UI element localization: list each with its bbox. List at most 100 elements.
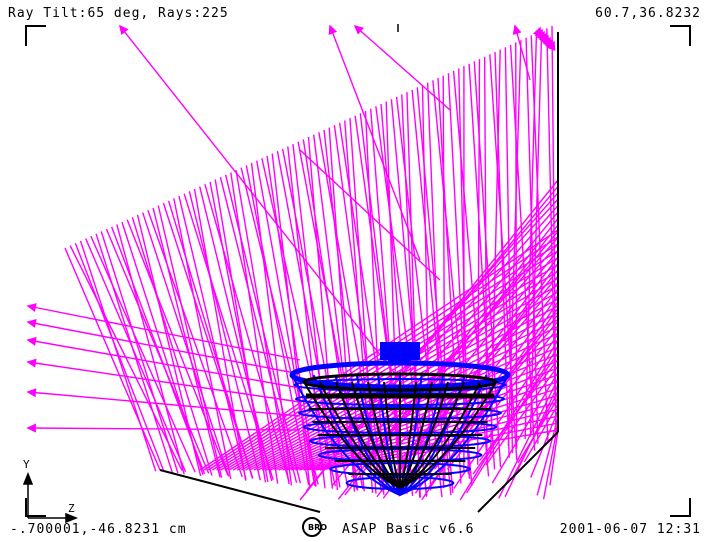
reflector-inner-rib (399, 381, 449, 489)
reflected-ray (290, 381, 559, 471)
ray-arrowhead (26, 388, 37, 398)
reflector-inner-rib (319, 381, 401, 489)
enclosure-edges (159, 32, 559, 513)
escaping-ray (329, 25, 421, 261)
reflector-inner-rib (399, 381, 497, 489)
incident-ray (328, 127, 356, 492)
incident-ray (64, 247, 161, 471)
svg-text:BRO: BRO (308, 523, 327, 532)
incident-ray (230, 172, 279, 484)
incident-ray (235, 169, 290, 485)
reflector-inner-rib (399, 381, 481, 489)
reflected-ray (274, 353, 559, 471)
incident-ray (509, 44, 536, 451)
incident-ray (245, 165, 310, 486)
incident-ray (193, 188, 247, 481)
incident-ray (380, 103, 414, 497)
escaping-ray (27, 427, 301, 431)
incident-ray (105, 228, 210, 474)
lamp-cap (380, 342, 420, 360)
incident-ray (199, 186, 273, 482)
reflector-inner-rib (399, 381, 417, 489)
reflector-inner-rib (351, 381, 401, 489)
reflected-ray (363, 243, 559, 464)
ray-arrowhead (546, 40, 556, 52)
incident-ray (209, 181, 269, 483)
reflector-inner-rib (383, 381, 401, 489)
incident-ray (489, 54, 518, 461)
reflector-inner-rib (399, 381, 433, 489)
incident-ray (256, 160, 316, 486)
escaping-ray (514, 25, 531, 81)
ray-arrowhead (353, 24, 364, 35)
app-name: ASAP Basic v6.6 (342, 522, 475, 537)
reflected-ray (530, 410, 559, 478)
z-axis-label: Z (68, 502, 75, 515)
reflected-ray (294, 387, 559, 471)
incident-ray (529, 30, 543, 437)
reflected-ray (491, 371, 559, 484)
escaping-ray (27, 321, 301, 375)
incident-ray (173, 198, 232, 480)
ray-arrowhead (26, 336, 37, 346)
incident-ray (95, 233, 173, 473)
escaping-ray (27, 391, 301, 417)
ray-arrowhead (26, 319, 37, 328)
incident-ray (152, 207, 221, 478)
incident-ray (437, 77, 462, 484)
incident-ray (85, 238, 187, 472)
reflector-inner-rib (303, 381, 401, 489)
ray-arrowhead (26, 423, 36, 433)
reflected-ray (357, 237, 559, 463)
escaping-ray (119, 25, 401, 381)
incident-ray (178, 195, 247, 480)
escaping-ray (27, 339, 301, 389)
incident-ray (90, 235, 196, 473)
incident-ray (271, 153, 311, 488)
reflected-ray (232, 284, 559, 471)
incident-ray (147, 209, 243, 478)
ray-bundle (26, 24, 559, 501)
date-time: 2001-06-07 12:31 (559, 522, 701, 537)
incident-ray (188, 191, 261, 481)
reflected-ray (517, 397, 559, 464)
ray-arrowhead (118, 24, 129, 36)
escaping-ray (354, 25, 451, 111)
ray-info-title: Ray Tilt:65 deg, Rays:225 (8, 6, 229, 21)
reflected-ray (261, 332, 559, 471)
incident-ray (167, 200, 254, 479)
incident-ray (546, 28, 557, 435)
escaping-ray (27, 305, 301, 361)
reflector-inner-rib (335, 381, 401, 489)
bottom-left-coords: -.700001,-46.8231 cm (10, 522, 187, 537)
escaping-ray (27, 361, 301, 403)
incident-ray (406, 92, 421, 498)
reflector-inner-rib (399, 381, 465, 489)
ray-arrowhead (328, 24, 338, 36)
incident-ray (157, 205, 223, 478)
reflected-ray (478, 359, 559, 462)
reflected-ray (236, 291, 559, 471)
incident-ray (142, 212, 230, 477)
reflected-ray (542, 423, 559, 500)
incident-ray (131, 217, 213, 476)
reflected-ray (318, 198, 559, 461)
view-frame-corners (25, 25, 691, 517)
incident-ray (204, 184, 290, 482)
y-axis-label: Y (23, 458, 30, 471)
incident-ray (100, 231, 179, 474)
incident-ray (74, 243, 165, 472)
escaping-ray (299, 149, 441, 281)
axis-indicator (22, 471, 79, 524)
reflector-inner-rib (367, 381, 401, 489)
reflected-ray (485, 365, 559, 466)
ray-arrowhead (512, 24, 522, 35)
bro-logo-icon: BRO (302, 517, 327, 537)
incident-ray (69, 245, 183, 471)
incident-ray (136, 214, 202, 477)
reflector-lamp (289, 342, 511, 496)
ray-arrowhead (26, 303, 37, 312)
ray-arrowhead (26, 358, 37, 368)
incident-ray (116, 224, 185, 475)
